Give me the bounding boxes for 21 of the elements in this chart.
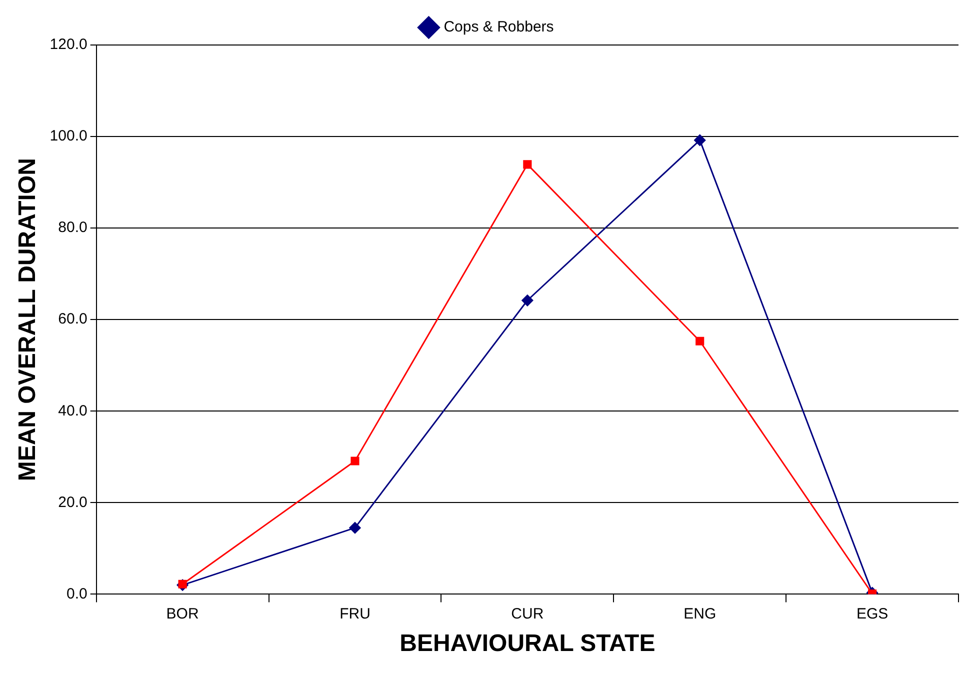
- x-tick-label: CUR: [511, 605, 544, 622]
- y-tick-label: 60.0: [58, 310, 88, 328]
- point: [522, 294, 534, 306]
- point: [696, 336, 704, 346]
- point: [523, 160, 532, 169]
- point: [350, 456, 360, 466]
- y-tick-label: 40.0: [58, 402, 88, 420]
- x-tick-label: EGS: [856, 605, 888, 622]
- y-tick-label: 80.0: [58, 219, 88, 236]
- y-axis-title: MEAN OVERALL DURATION: [14, 158, 42, 482]
- x-tick-label: FRU: [340, 605, 370, 622]
- y-tick-label: 0.0: [66, 585, 88, 602]
- y-tick-label: 120.0: [50, 36, 88, 54]
- point: [694, 134, 706, 146]
- point: [349, 522, 361, 534]
- x-tick-label: ENG: [684, 605, 716, 622]
- legend-label: Cops & Robbers: [444, 18, 554, 36]
- y-tick-label: 20.0: [58, 494, 88, 511]
- x-tick-label: BOR: [166, 605, 199, 622]
- y-tick-label: 100.0: [50, 128, 88, 145]
- x-axis-title: BEHAVIOURAL STATE: [400, 630, 656, 658]
